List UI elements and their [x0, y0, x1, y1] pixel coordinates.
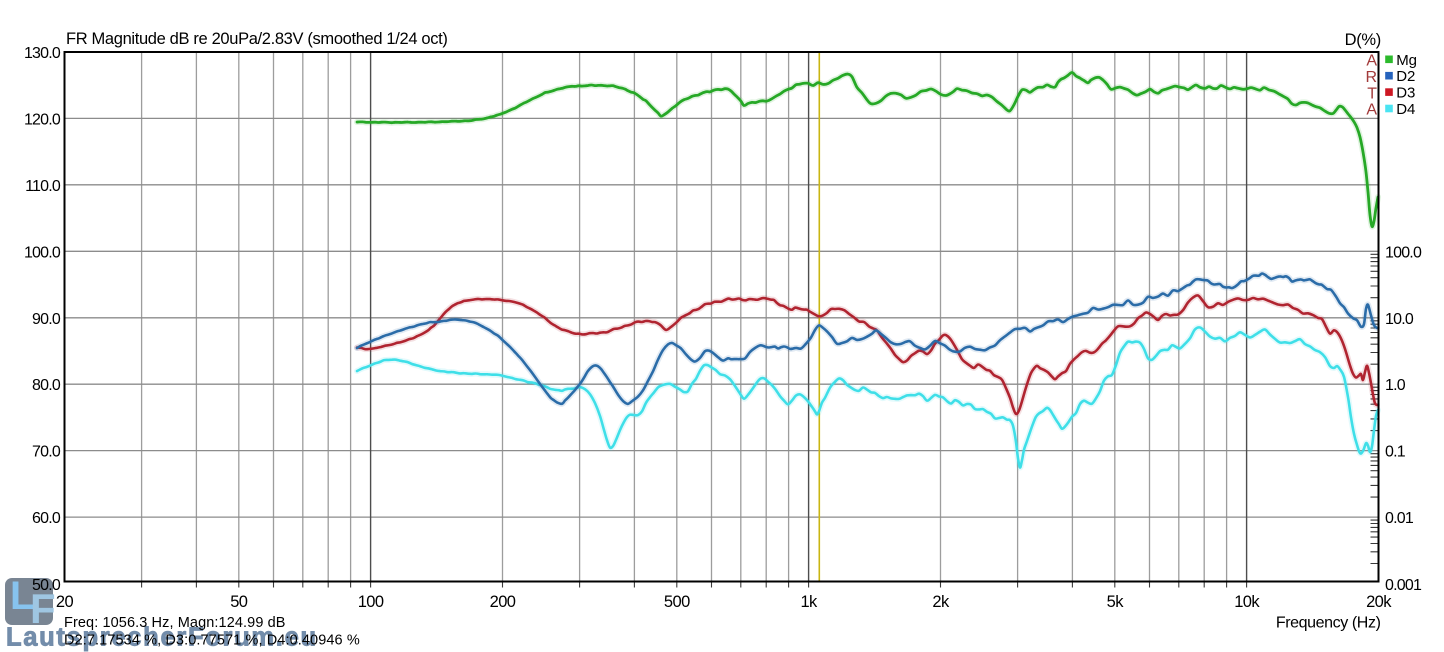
svg-text:10k: 10k: [1234, 593, 1260, 611]
svg-text:120.0: 120.0: [24, 111, 61, 128]
svg-text:0.001: 0.001: [1385, 577, 1422, 594]
svg-text:T: T: [1367, 85, 1377, 102]
svg-text:500: 500: [664, 593, 690, 611]
svg-text:Freq: 1056.3 Hz, Magn:124.99 d: Freq: 1056.3 Hz, Magn:124.99 dB: [64, 615, 286, 631]
svg-text:10.0: 10.0: [1385, 311, 1414, 328]
svg-text:130.0: 130.0: [24, 45, 61, 62]
svg-text:1k: 1k: [800, 593, 818, 611]
svg-text:20k: 20k: [1366, 593, 1392, 611]
svg-text:0.1: 0.1: [1385, 444, 1406, 461]
svg-text:60.0: 60.0: [32, 510, 61, 527]
svg-text:LautsprecherForum.eu: LautsprecherForum.eu: [6, 624, 318, 652]
svg-text:0.01: 0.01: [1385, 510, 1414, 527]
svg-text:D(%): D(%): [1345, 31, 1381, 49]
svg-text:100: 100: [358, 593, 384, 611]
svg-text:Frequency (Hz): Frequency (Hz): [1276, 615, 1381, 632]
svg-text:R: R: [1365, 69, 1377, 86]
svg-text:80.0: 80.0: [32, 377, 61, 394]
svg-text:F: F: [30, 585, 56, 632]
svg-text:20: 20: [56, 593, 74, 611]
svg-text:Mg: Mg: [1396, 52, 1417, 69]
svg-text:2k: 2k: [932, 593, 950, 611]
svg-text:D4: D4: [1396, 101, 1415, 118]
svg-text:50: 50: [230, 593, 248, 611]
svg-text:A: A: [1366, 102, 1377, 119]
svg-text:A: A: [1366, 53, 1377, 70]
svg-text:L: L: [10, 574, 34, 618]
svg-text:FR Magnitude dB re 20uPa/2.83V: FR Magnitude dB re 20uPa/2.83V (smoothed…: [66, 30, 447, 48]
svg-text:90.0: 90.0: [32, 311, 61, 328]
svg-text:100.0: 100.0: [24, 244, 61, 261]
svg-text:200: 200: [490, 593, 516, 611]
svg-text:D3: D3: [1396, 85, 1415, 102]
svg-text:100.0: 100.0: [1385, 244, 1422, 261]
svg-text:D2: D2: [1396, 68, 1415, 85]
svg-text:D2:7.17534 %, D3:0.77571 %, D4: D2:7.17534 %, D3:0.77571 %, D4:0.40946 %: [64, 633, 360, 649]
svg-text:70.0: 70.0: [32, 444, 61, 461]
svg-text:50.0: 50.0: [32, 577, 61, 594]
svg-text:110.0: 110.0: [25, 178, 61, 195]
svg-text:1.0: 1.0: [1385, 377, 1406, 394]
svg-text:5k: 5k: [1107, 593, 1125, 611]
